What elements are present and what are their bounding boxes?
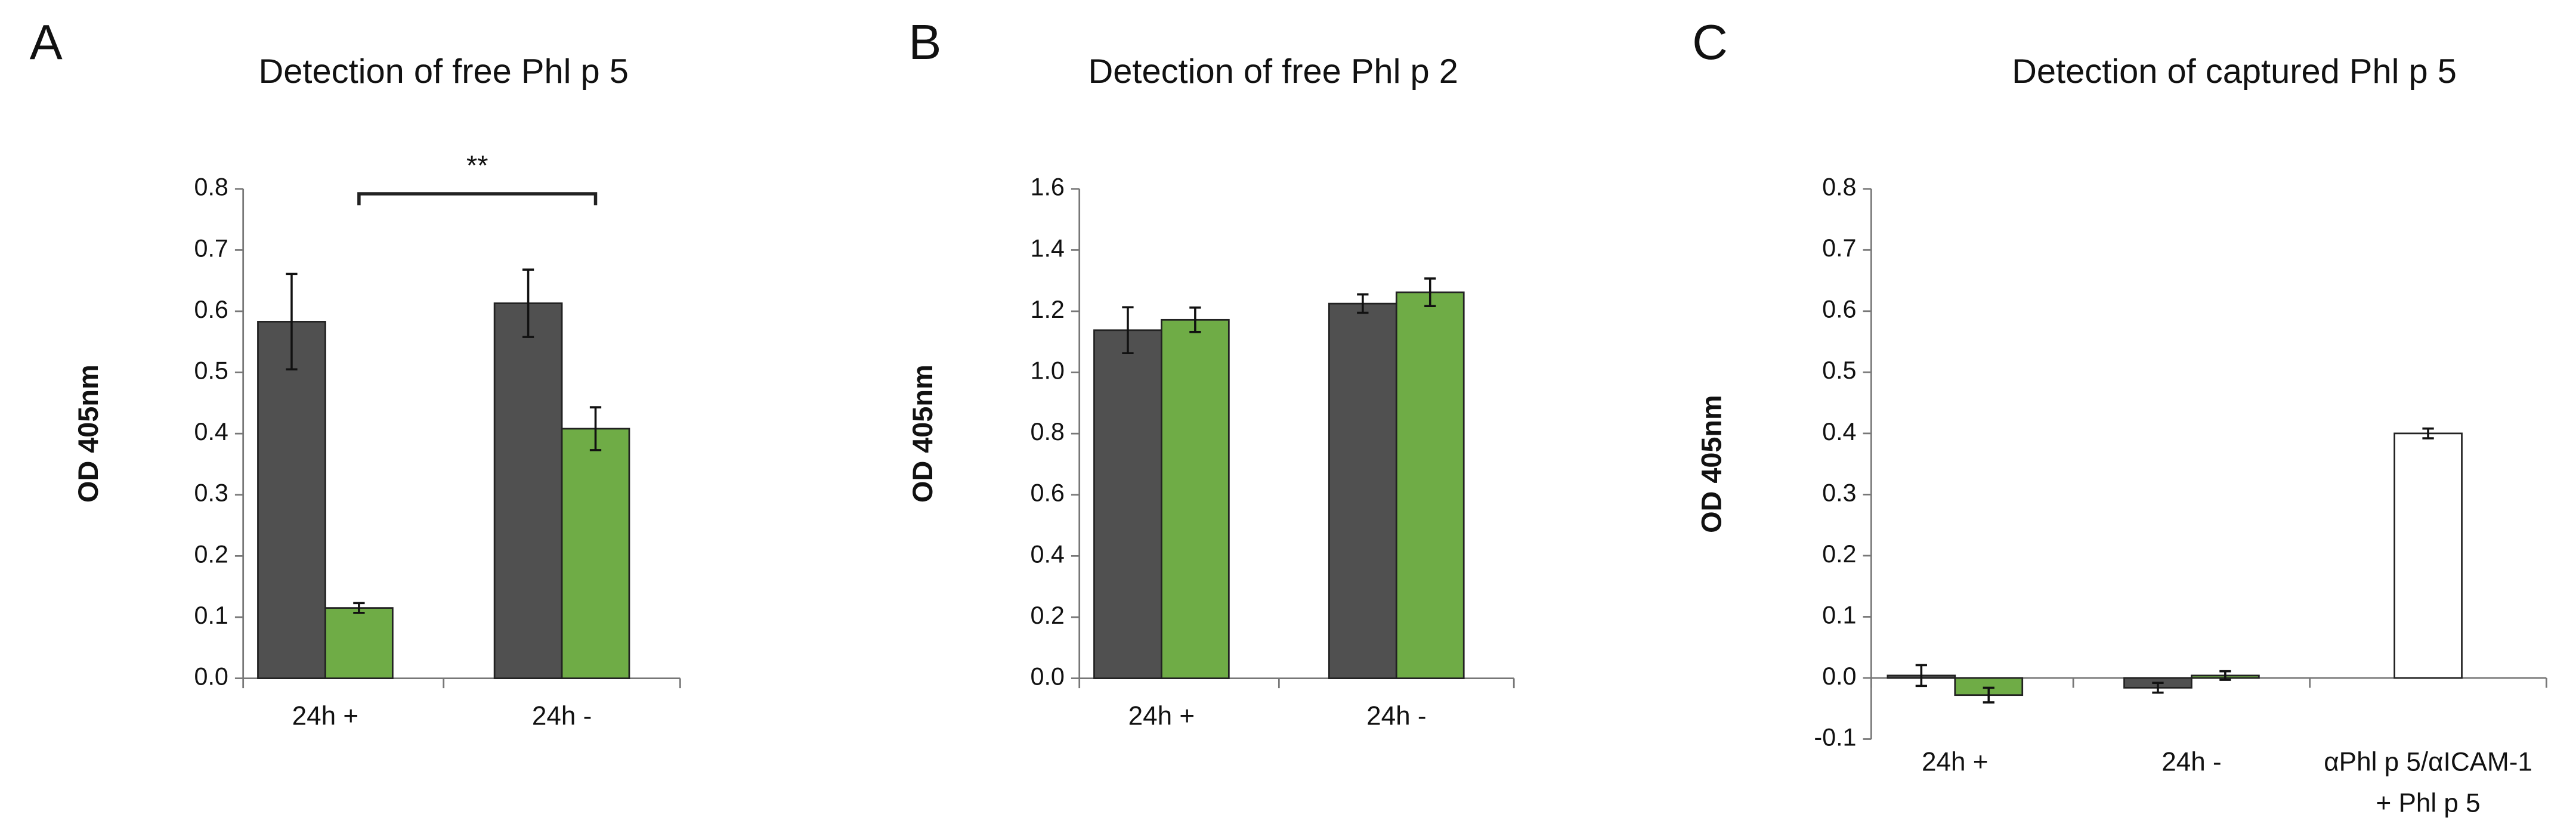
x-tick-label: 24h + — [1922, 747, 1988, 776]
x-tick-label: 24h - — [1366, 701, 1426, 730]
error-bar — [353, 602, 365, 614]
error-bar — [1983, 686, 1994, 704]
panel-letter: B — [908, 14, 941, 70]
error-bar — [1424, 277, 1436, 308]
error-bar — [2219, 670, 2231, 681]
x-tick-label: 24h + — [1128, 701, 1195, 730]
bar — [1093, 329, 1162, 679]
y-axis-label: OD 405nm — [1696, 395, 1727, 533]
error-bar — [2152, 682, 2164, 694]
y-axis-label: OD 405nm — [907, 364, 938, 503]
y-tick-label: 0.3 — [194, 479, 228, 507]
chart-title: Detection of captured Phl p 5 — [2012, 52, 2457, 91]
y-tick-label: 0.4 — [194, 418, 228, 445]
error-bar — [1357, 293, 1369, 314]
x-tick-label: 24h - — [532, 701, 592, 730]
y-tick-label: 0.2 — [1822, 540, 1856, 568]
bar — [1395, 291, 1465, 679]
y-tick-label: 0.4 — [1822, 418, 1856, 445]
y-tick-label: 1.6 — [1030, 174, 1064, 201]
y-tick-label: 0.4 — [1030, 540, 1064, 568]
bar — [324, 607, 394, 679]
error-bar — [2422, 427, 2434, 439]
chart-title: Detection of free Phl p 2 — [1088, 52, 1458, 91]
y-tick-label: 0.5 — [194, 357, 228, 384]
y-tick-label: 1.4 — [1030, 234, 1064, 262]
significance-bracket — [357, 192, 598, 206]
error-bar — [522, 268, 534, 338]
y-tick-label: 0.7 — [194, 234, 228, 262]
annotation: ** — [466, 150, 488, 181]
y-tick-label: 0.8 — [1822, 174, 1856, 201]
bar — [493, 302, 563, 679]
y-tick-label: 0.6 — [1030, 479, 1064, 507]
error-bar — [1122, 306, 1134, 355]
y-tick-label: 0.1 — [194, 602, 228, 629]
y-tick-label: 0.5 — [1822, 357, 1856, 384]
bar — [561, 428, 630, 679]
x-tick-label: + Phl p 5 — [2376, 788, 2480, 818]
y-tick-label: 0.8 — [1030, 418, 1064, 445]
y-tick-label: 1.0 — [1030, 357, 1064, 384]
y-tick-label: -0.1 — [1814, 723, 1856, 751]
y-tick-label: 0.2 — [1030, 602, 1064, 629]
chart-title: Detection of free Phl p 5 — [259, 52, 629, 91]
x-tick-label: 24h - — [2161, 747, 2221, 776]
x-tick-label: 24h + — [292, 701, 358, 730]
y-tick-label: 0.7 — [1822, 234, 1856, 262]
y-tick-label: 0.0 — [1822, 662, 1856, 690]
bar — [1161, 318, 1230, 679]
bar — [257, 321, 326, 679]
y-tick-label: 0.2 — [194, 540, 228, 568]
y-tick-label: 0.3 — [1822, 479, 1856, 506]
panel-letter: C — [1692, 14, 1728, 70]
y-tick-label: 0.1 — [1822, 601, 1856, 628]
error-bar — [286, 273, 298, 371]
y-tick-label: 1.2 — [1030, 296, 1064, 323]
y-tick-label: 0.6 — [194, 296, 228, 323]
bar — [2393, 432, 2463, 679]
y-tick-label: 0.6 — [1822, 296, 1856, 323]
x-tick-label: αPhl p 5/αICAM-1 — [2324, 747, 2532, 776]
y-axis-label: OD 405nm — [73, 364, 104, 503]
panel-letter: A — [30, 14, 63, 70]
y-tick-label: 0.8 — [194, 174, 228, 201]
y-tick-label: 0.0 — [194, 662, 228, 690]
error-bar — [1915, 664, 1927, 688]
y-tick-label: 0.0 — [1030, 662, 1064, 690]
error-bar — [589, 406, 602, 451]
bar — [1328, 302, 1397, 679]
error-bar — [1189, 306, 1201, 333]
